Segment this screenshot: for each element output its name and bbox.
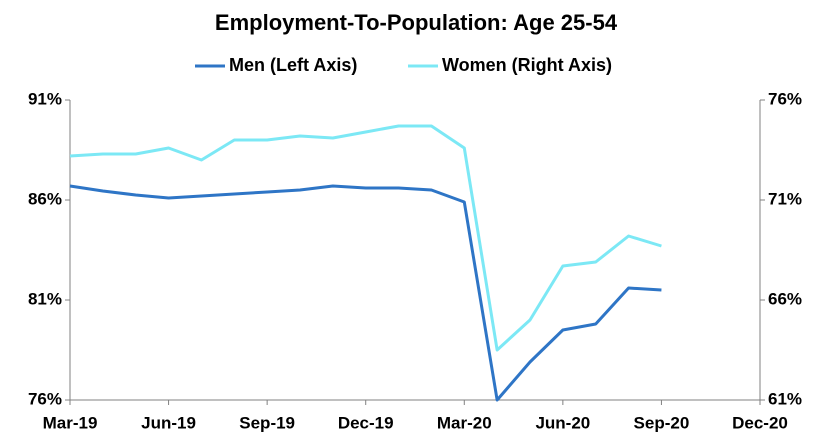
y2-tick-label: 71% [768,189,802,208]
line-series [69,124,662,352]
x-tick-label: Mar-20 [437,413,492,432]
chart-title: Employment-To-Population: Age 25-54 [215,10,618,35]
y2-tick-label: 66% [768,289,802,308]
legend-label: Men (Left Axis) [229,55,357,75]
x-tick-label: Jun-19 [141,413,196,432]
x-tick-label: Jun-20 [535,413,590,432]
x-tick-label: Sep-19 [239,413,295,432]
y-tick-label: 76% [28,389,62,408]
x-tick-label: Dec-20 [732,413,788,432]
y-tick-label: 91% [28,89,62,108]
legend-label: Women (Right Axis) [442,55,612,75]
x-tick-label: Mar-19 [43,413,98,432]
y-tick-label: 86% [28,189,62,208]
x-tick-label: Dec-19 [338,413,394,432]
y2-tick-label: 76% [768,89,802,108]
y-tick-label: 81% [28,289,62,308]
y2-tick-label: 61% [768,389,802,408]
line-series [69,184,662,402]
x-tick-label: Sep-20 [634,413,690,432]
